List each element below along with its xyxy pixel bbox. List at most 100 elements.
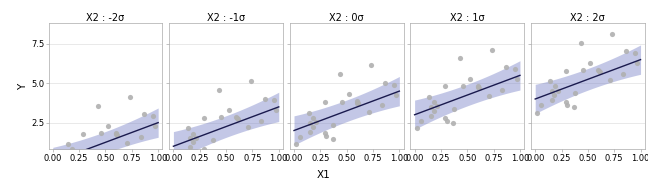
Point bbox=[150, 125, 160, 128]
Point bbox=[334, 73, 345, 76]
Point bbox=[473, 86, 483, 88]
Point bbox=[607, 32, 618, 35]
Point bbox=[231, 116, 242, 118]
Point bbox=[233, 118, 243, 120]
Point bbox=[259, 97, 270, 100]
Point bbox=[183, 127, 193, 130]
Point bbox=[139, 113, 149, 116]
Point bbox=[428, 109, 439, 112]
Point bbox=[125, 95, 135, 98]
Point bbox=[440, 85, 450, 88]
Point bbox=[64, 153, 75, 156]
Point bbox=[593, 68, 603, 71]
Point bbox=[585, 61, 596, 64]
Point bbox=[424, 95, 435, 98]
Point bbox=[411, 127, 422, 130]
Point bbox=[511, 77, 522, 80]
Point bbox=[70, 152, 80, 155]
Point bbox=[568, 106, 579, 109]
Point bbox=[426, 114, 436, 117]
Point bbox=[187, 141, 198, 144]
Point bbox=[501, 66, 511, 69]
Point bbox=[303, 111, 314, 114]
Title: X2 : 0σ: X2 : 0σ bbox=[329, 13, 364, 23]
Point bbox=[291, 143, 301, 146]
Point bbox=[327, 137, 338, 140]
Point bbox=[67, 148, 77, 151]
Point bbox=[457, 84, 468, 87]
Title: X2 : 2σ: X2 : 2σ bbox=[570, 13, 605, 23]
Point bbox=[352, 100, 362, 103]
Point bbox=[321, 135, 331, 138]
Point bbox=[207, 139, 218, 142]
Point bbox=[135, 135, 146, 138]
Point bbox=[308, 116, 319, 119]
Point bbox=[455, 57, 465, 60]
Point bbox=[199, 148, 209, 150]
Point bbox=[243, 126, 253, 129]
Point bbox=[366, 64, 376, 67]
Point bbox=[170, 158, 181, 161]
Point bbox=[111, 131, 121, 134]
Point bbox=[329, 123, 339, 126]
Point bbox=[231, 117, 242, 120]
Point bbox=[80, 166, 90, 169]
Point bbox=[200, 151, 211, 154]
Point bbox=[561, 69, 571, 72]
Point bbox=[224, 109, 234, 112]
Point bbox=[562, 103, 572, 106]
Point bbox=[87, 155, 97, 158]
Point bbox=[532, 111, 542, 114]
Point bbox=[426, 105, 436, 108]
Point bbox=[214, 88, 224, 91]
Point bbox=[103, 124, 113, 127]
Point bbox=[311, 121, 321, 124]
Point bbox=[64, 162, 75, 165]
Point bbox=[621, 50, 632, 53]
Point bbox=[497, 88, 507, 91]
Point bbox=[270, 109, 281, 112]
Point bbox=[391, 93, 401, 96]
Point bbox=[546, 90, 557, 93]
Point bbox=[308, 125, 318, 128]
Point bbox=[353, 102, 364, 105]
Point bbox=[449, 107, 459, 110]
Point bbox=[594, 70, 604, 73]
Point bbox=[549, 94, 559, 96]
Point bbox=[67, 157, 77, 159]
Title: X2 : 1σ: X2 : 1σ bbox=[450, 13, 485, 23]
Point bbox=[570, 92, 580, 95]
Point bbox=[112, 133, 122, 136]
Point bbox=[472, 84, 483, 87]
Point bbox=[185, 146, 195, 149]
Point bbox=[185, 137, 195, 140]
Point bbox=[148, 115, 158, 118]
Point bbox=[337, 100, 347, 103]
Point bbox=[54, 167, 64, 170]
Point bbox=[78, 132, 89, 135]
Point bbox=[305, 121, 316, 124]
Point bbox=[268, 99, 279, 102]
Point bbox=[295, 135, 305, 138]
Point bbox=[111, 133, 121, 136]
Point bbox=[474, 86, 484, 89]
Point bbox=[632, 62, 643, 65]
Point bbox=[552, 89, 562, 92]
Point bbox=[191, 136, 201, 139]
Title: X2 : -1σ: X2 : -1σ bbox=[207, 13, 245, 23]
Point bbox=[86, 169, 97, 172]
Point bbox=[432, 105, 442, 108]
Point bbox=[216, 116, 227, 119]
Point bbox=[536, 104, 546, 107]
Point bbox=[509, 67, 520, 70]
Point bbox=[199, 116, 209, 119]
Point bbox=[630, 52, 640, 55]
Point bbox=[376, 104, 387, 107]
Point bbox=[319, 101, 330, 103]
Point bbox=[380, 82, 391, 84]
Point bbox=[440, 116, 450, 119]
Point bbox=[352, 101, 362, 104]
Point bbox=[174, 151, 185, 154]
Point bbox=[550, 85, 560, 88]
Point bbox=[389, 83, 399, 86]
